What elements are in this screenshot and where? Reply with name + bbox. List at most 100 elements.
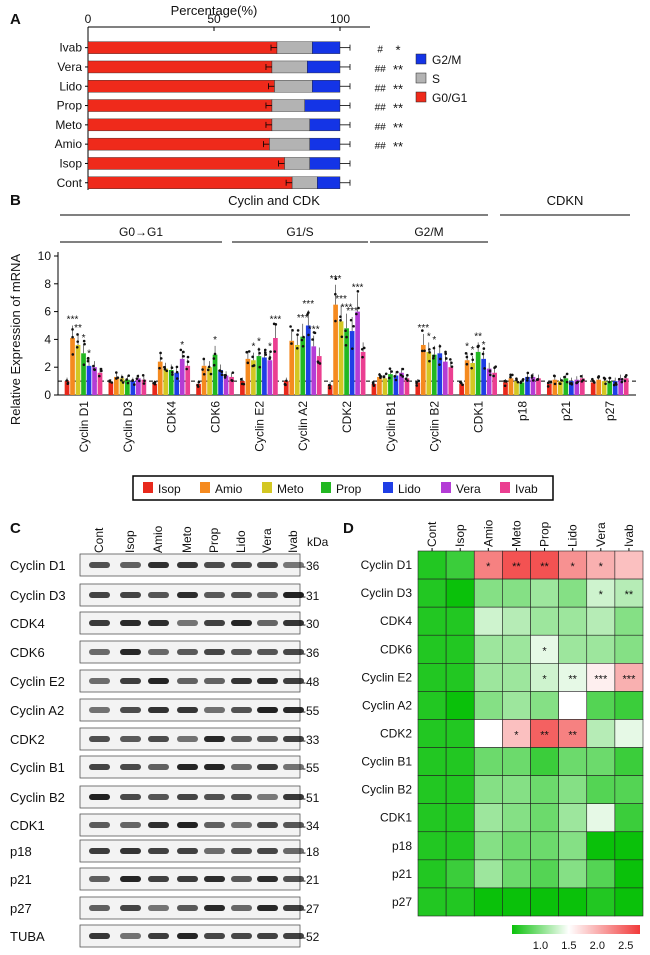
data-point <box>258 351 261 355</box>
data-point <box>175 365 179 369</box>
bar <box>503 382 508 395</box>
blot-band <box>120 876 141 882</box>
significance-mark: *** <box>346 306 358 317</box>
bar <box>283 381 289 395</box>
bar <box>486 368 492 395</box>
significance-mark: * <box>427 331 431 342</box>
data-point <box>247 350 251 353</box>
data-point <box>306 313 309 316</box>
legend-box <box>132 475 554 501</box>
row-label: Prop <box>57 99 83 113</box>
data-point <box>284 383 287 387</box>
kda-marker: -55 <box>302 704 320 718</box>
heatmap-cell <box>417 578 447 608</box>
x-tick-label: 100 <box>330 12 350 26</box>
bar <box>579 378 585 395</box>
blot-band <box>204 848 225 854</box>
data-point <box>291 329 294 332</box>
blot-band <box>120 562 141 568</box>
data-point <box>220 370 224 374</box>
data-point <box>471 358 475 362</box>
significance-mark: * <box>180 340 184 351</box>
y-tick-label: 6 <box>44 305 51 319</box>
heatmap-cell <box>530 550 559 580</box>
bar <box>157 361 163 395</box>
data-point <box>115 377 118 380</box>
data-point <box>153 382 157 386</box>
bar <box>81 353 86 395</box>
heatmap-cell <box>502 578 531 608</box>
data-point <box>272 322 276 326</box>
data-point <box>252 364 256 367</box>
data-point <box>352 324 355 328</box>
bar <box>207 367 212 395</box>
cell-significance-mark: * <box>542 673 547 685</box>
blot-band <box>204 736 225 742</box>
heatmap-cell <box>417 887 447 917</box>
heatmap-cell <box>445 719 475 748</box>
hash-mark: ## <box>374 122 386 133</box>
blot-band <box>231 764 252 770</box>
x-tick-label: Cyclin B1 <box>384 401 398 452</box>
bar <box>245 358 251 395</box>
data-point <box>428 351 431 354</box>
data-point <box>530 374 534 377</box>
bar <box>601 381 607 395</box>
legend-swatch <box>415 72 427 84</box>
subgroup-label: G1/S <box>286 225 313 239</box>
data-point <box>608 376 611 380</box>
data-point <box>549 381 553 384</box>
star-mark: * <box>395 43 400 58</box>
blot-band <box>204 876 225 882</box>
data-point <box>197 380 201 384</box>
legend-label: Lido <box>398 482 421 496</box>
bar-segment <box>87 157 285 170</box>
blot-band <box>257 678 278 684</box>
data-point <box>489 373 492 377</box>
data-point <box>519 381 523 384</box>
bar <box>97 372 103 395</box>
heatmap-cell <box>502 775 531 804</box>
significance-mark: *** <box>330 274 342 285</box>
bar <box>360 351 366 395</box>
protein-label: p27 <box>10 901 32 916</box>
row-label: Cyclin B2 <box>361 783 412 797</box>
heatmap-cell <box>530 691 559 720</box>
blot-band <box>89 794 110 800</box>
heatmap-cell <box>445 803 475 833</box>
data-point <box>511 373 514 377</box>
blot-band <box>204 707 225 713</box>
data-point <box>82 363 86 367</box>
blot-band <box>257 592 278 598</box>
heatmap-cell <box>586 859 616 889</box>
blot-band <box>120 649 141 655</box>
blot-band <box>148 562 169 568</box>
bar <box>349 331 355 395</box>
row-label: p27 <box>392 895 412 909</box>
bar <box>552 379 558 395</box>
data-point <box>212 357 216 360</box>
data-point <box>395 370 399 374</box>
protein-label: p18 <box>10 844 32 859</box>
bar <box>305 325 311 395</box>
legend: Isop Amio Meto Prop Lido Vera Ivab <box>132 475 554 501</box>
star-mark: ** <box>393 81 403 96</box>
bar <box>223 375 229 395</box>
panel-label-b: B <box>10 192 21 209</box>
bar-segment <box>291 176 318 189</box>
data-point <box>201 368 204 371</box>
heatmap-cell <box>586 719 616 748</box>
heatmap-cell <box>473 550 503 580</box>
bar <box>338 321 344 395</box>
blot-band <box>89 707 110 713</box>
significance-mark: *** <box>308 325 320 336</box>
protein-label: Cyclin B1 <box>10 760 65 775</box>
x-axis-title: Percentage(%) <box>171 3 258 18</box>
blot-band <box>231 736 252 742</box>
blot-band <box>283 649 304 655</box>
row-label: CDK2 <box>380 727 412 741</box>
heatmap-cell <box>558 578 588 608</box>
bar <box>316 356 322 395</box>
data-point <box>202 357 206 361</box>
